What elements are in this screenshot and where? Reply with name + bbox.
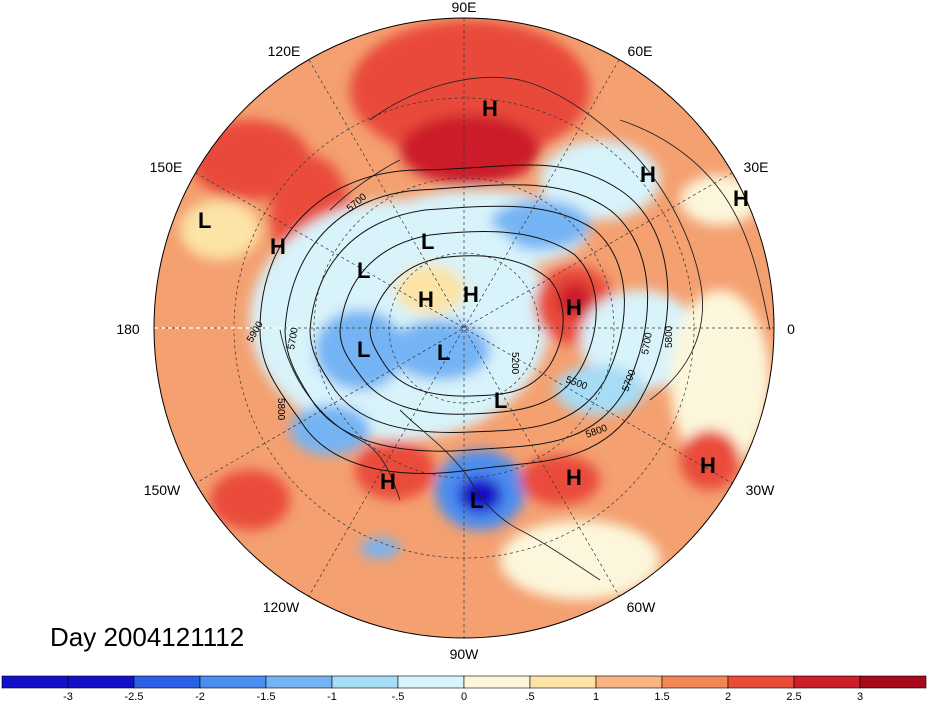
colorbar-box <box>595 675 663 689</box>
pressure-center: H <box>640 162 656 187</box>
colorbar-box <box>727 675 795 689</box>
pressure-center: H <box>733 186 749 211</box>
map-border <box>153 17 775 639</box>
colorbar-tick-label: 0 <box>461 691 467 702</box>
pressure-center: H <box>566 295 582 320</box>
pressure-center: H <box>463 282 479 307</box>
longitude-label: 120E <box>268 43 301 59</box>
pressure-center: L <box>470 488 483 513</box>
contour-label: 5200 <box>509 352 520 375</box>
colorbar-tick-label: -2.5 <box>125 691 144 702</box>
colorbar-box <box>199 675 267 689</box>
longitude-label: 60E <box>628 43 653 59</box>
longitude-label: 150E <box>150 159 183 175</box>
colorbar: -3 -2.5 -2 -1.5 -1 -.5 0 .5 1 1.5 2 2.5 3 <box>1 675 927 702</box>
longitude-label: 90W <box>450 646 480 662</box>
colorbar-box <box>133 675 201 689</box>
longitude-label: 90E <box>452 0 477 15</box>
longitude-label: 60W <box>627 599 657 615</box>
colorbar-box <box>397 675 465 689</box>
pressure-center: L <box>357 337 370 362</box>
pressure-center: H <box>270 234 286 259</box>
colorbar-tick-label: -2 <box>195 691 205 702</box>
colorbar-tick-label: -.5 <box>392 691 405 702</box>
map-title: Day 2004121112 <box>50 622 244 652</box>
colorbar-box <box>265 675 333 689</box>
pressure-center: H <box>418 287 434 312</box>
longitude-label: 120W <box>263 599 300 615</box>
longitude-label: 30W <box>746 482 776 498</box>
colorbar-tick-label: 2 <box>725 691 731 702</box>
pressure-center: H <box>482 96 498 121</box>
pressure-center: L <box>437 340 450 365</box>
contour-label-group: 5700 5900 5700 5800 5200 5800 5700 5500 … <box>245 191 675 441</box>
contour-label: 5800 <box>664 325 675 348</box>
colorbar-box <box>67 675 135 689</box>
pressure-center: L <box>198 208 211 233</box>
colorbar-tick-label: 1 <box>593 691 599 702</box>
colorbar-tick-label: -3 <box>63 691 73 702</box>
colorbar-labels: -3 -2.5 -2 -1.5 -1 -.5 0 .5 1 1.5 2 2.5 3 <box>63 691 863 702</box>
pressure-center: L <box>357 258 370 283</box>
colorbar-box <box>793 675 861 689</box>
pressure-center: L <box>421 229 434 254</box>
colorbar-tick-label: .5 <box>525 691 534 702</box>
colorbar-box <box>529 675 597 689</box>
colorbar-box <box>331 675 399 689</box>
longitude-labels: 90E 120E 60E 150E 30E 180 0 150W 30W 120… <box>116 0 795 662</box>
colorbar-tick-label: 3 <box>857 691 863 702</box>
colorbar-box <box>463 675 531 689</box>
height-contours <box>259 164 669 474</box>
longitude-label: 150W <box>144 482 181 498</box>
contour-label: 5700 <box>640 331 655 355</box>
colorbar-tick-label: 2.5 <box>786 691 801 702</box>
longitude-label: 30E <box>744 159 769 175</box>
pressure-centers: H H H L H L L L H H H L L L H H H <box>198 96 749 513</box>
colorbar-tick-label: 1.5 <box>654 691 669 702</box>
pressure-center: H <box>700 453 716 478</box>
longitude-label: 0 <box>787 321 795 337</box>
colorbar-box <box>1 675 69 689</box>
longitude-label: 180 <box>116 321 140 337</box>
pressure-center: L <box>494 388 507 413</box>
colorbar-box <box>859 675 927 689</box>
pressure-center: H <box>380 469 396 494</box>
pressure-center: H <box>566 465 582 490</box>
contour-label: 5700 <box>286 326 301 350</box>
colorbar-tick-label: -1 <box>327 691 337 702</box>
colorbar-boxes <box>1 675 927 689</box>
colorbar-box <box>661 675 729 689</box>
colorbar-tick-label: -1.5 <box>257 691 276 702</box>
contour-label: 5800 <box>275 398 286 421</box>
